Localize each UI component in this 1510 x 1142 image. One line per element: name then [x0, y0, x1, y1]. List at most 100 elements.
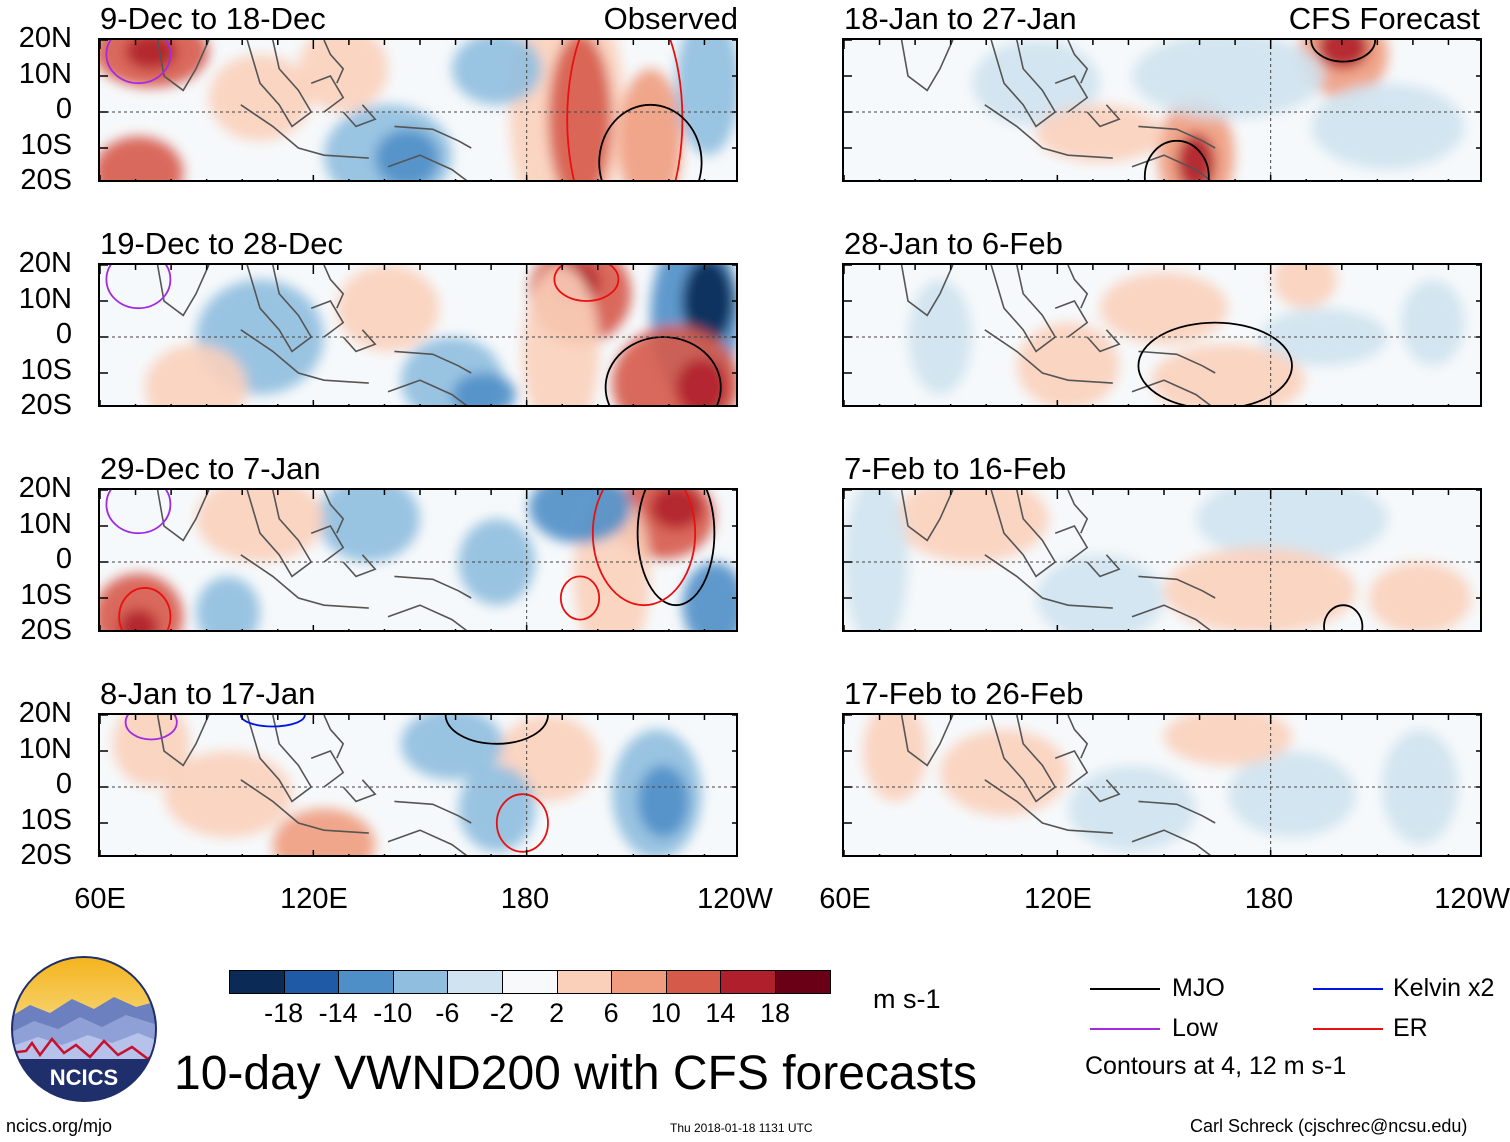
coastline: [990, 490, 1057, 578]
wave-contour: [1323, 604, 1364, 630]
panel-map-5: [842, 38, 1482, 182]
coastline: [984, 104, 1113, 159]
wave-contour: [1143, 139, 1210, 180]
panel-title-2: 19-Dec to 28-Dec: [100, 226, 343, 261]
author-credit: Carl Schreck (cjschrec@ncsu.edu): [1190, 1116, 1468, 1136]
coastline: [246, 490, 313, 578]
coastline: [900, 40, 954, 92]
coastline: [1054, 750, 1089, 788]
colorbar-tick-label: -10: [373, 998, 413, 1028]
coastline: [240, 779, 369, 834]
wave-contour: [591, 490, 697, 607]
coastline: [984, 554, 1113, 609]
anomaly-region: [844, 490, 908, 630]
panel-map-1: [98, 38, 738, 182]
coastline: [1067, 715, 1089, 759]
wave-contour: [559, 575, 601, 621]
colorbar-swatch: [556, 970, 613, 994]
lat-label-row1-20n: 20N: [18, 22, 72, 54]
wave-contour: [598, 103, 703, 180]
coastline: [240, 104, 369, 159]
lon-label-180-left: 180: [500, 883, 550, 915]
anomaly-region: [375, 129, 440, 180]
ncics-logo: NCICS: [10, 955, 158, 1103]
coastline: [1138, 800, 1216, 824]
anomaly-region: [676, 40, 736, 156]
anomaly-region: [1036, 104, 1164, 163]
anomaly-region: [272, 808, 376, 855]
panel-map-2: [98, 263, 738, 407]
coastline: [387, 154, 468, 180]
coastline: [1067, 490, 1089, 534]
lon-label-60e-right: 60E: [819, 883, 871, 915]
lat-label-row1-20s: 20S: [20, 164, 72, 196]
anomaly-region: [119, 609, 158, 630]
legend-low-line: [1090, 1028, 1160, 1030]
panel-map-3: [98, 488, 738, 632]
anomaly-region: [548, 40, 612, 180]
anomaly-region: [1036, 554, 1164, 630]
coastline: [900, 490, 954, 542]
lat-label-row1-0: 0: [55, 93, 72, 125]
lon-label-120w-right: 120W: [1434, 883, 1510, 915]
colorbar-swatch: [611, 970, 667, 994]
website-link[interactable]: ncics.org/mjo: [6, 1116, 113, 1136]
coastline: [310, 525, 345, 563]
panel-title-3: 29-Dec to 7-Jan: [100, 451, 321, 486]
lon-label-120e-right: 120E: [1024, 883, 1092, 915]
wave-contour: [105, 40, 172, 85]
legend-low-label: Low: [1172, 1014, 1218, 1042]
coastline: [984, 779, 1113, 834]
anomaly-region: [676, 358, 728, 405]
colorbar-tick-label: 14: [705, 998, 736, 1028]
coastline: [323, 490, 345, 534]
panel-title-7: 7-Feb to 16-Feb: [844, 451, 1067, 486]
anomaly-region: [863, 715, 928, 802]
anomaly-region: [1368, 562, 1472, 630]
lon-label-60e-left: 60E: [74, 883, 126, 915]
anomaly-region: [336, 265, 440, 352]
anomaly-region: [100, 573, 184, 630]
coastline: [240, 329, 369, 384]
coastline: [900, 265, 954, 317]
coastline: [310, 750, 345, 788]
wave-contour: [105, 490, 172, 535]
lat-label-row2-10s: 10S: [20, 353, 72, 386]
panel-title-6: 28-Jan to 6-Feb: [844, 226, 1063, 261]
anomaly-region: [1132, 40, 1324, 120]
legend-kelvin-line: [1313, 988, 1383, 990]
forecast-tag: CFS Forecast: [1288, 1, 1480, 36]
anomaly-region: [637, 765, 689, 838]
panel-heatmap: [100, 40, 736, 180]
anomaly-region: [452, 40, 542, 105]
lat-label-row1-10s: 10S: [20, 128, 72, 161]
wave-contour: [1310, 40, 1377, 63]
coastline: [156, 40, 210, 92]
anomaly-region: [100, 136, 184, 180]
anomaly-region: [1381, 729, 1459, 845]
timestamp: Thu 2018-01-18 1131 UTC: [670, 1121, 813, 1135]
anomaly-region: [895, 490, 1049, 562]
lat-label-row2-10n: 10N: [18, 282, 72, 315]
colorbar-unit-label: m s-1: [873, 984, 941, 1014]
coastline: [323, 265, 345, 309]
coastline: [1138, 125, 1216, 149]
wave-contour: [118, 587, 172, 630]
anomaly-region: [196, 576, 260, 630]
coastline: [342, 554, 377, 578]
lat-label-row4-0: 0: [55, 768, 72, 800]
legend-mjo-line: [1090, 988, 1160, 990]
panel-map-8: [842, 713, 1482, 857]
lat-label-row4-20n: 20N: [18, 697, 72, 729]
coastline: [1131, 604, 1212, 630]
anomaly-region: [1272, 265, 1337, 309]
wave-contour: [636, 490, 716, 607]
lat-label-row4-20s: 20S: [20, 839, 72, 871]
lat-label-row3-0: 0: [55, 543, 72, 575]
colorbar-swatch: [502, 970, 558, 994]
coastline: [156, 715, 210, 767]
anomaly-region: [1068, 765, 1196, 852]
panel-heatmap: [844, 490, 1480, 630]
colorbar-tick-label: 10: [650, 998, 681, 1028]
contour-note: Contours at 4, 12 m s-1: [1085, 1052, 1347, 1080]
